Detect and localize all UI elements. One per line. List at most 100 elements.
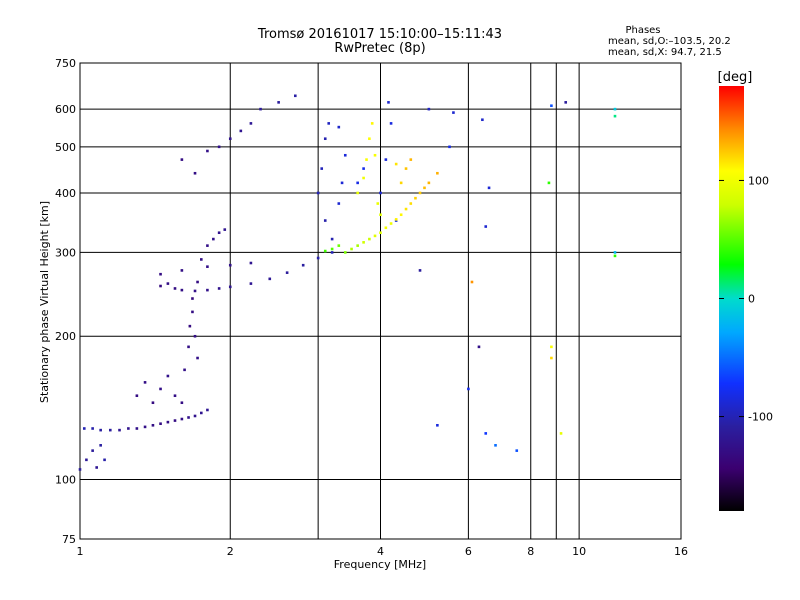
data-point	[173, 419, 177, 422]
data-point	[228, 137, 232, 141]
data-point	[91, 449, 94, 452]
data-point	[477, 345, 481, 349]
data-point	[368, 137, 371, 141]
data-point	[414, 196, 417, 200]
data-point	[384, 158, 388, 161]
data-point	[389, 222, 393, 225]
data-point	[330, 251, 334, 254]
stats-header: Phases	[625, 25, 660, 36]
data-point	[82, 427, 86, 430]
data-point	[85, 458, 88, 462]
data-point	[379, 231, 382, 235]
data-point	[183, 368, 186, 372]
data-point	[196, 280, 199, 284]
y-tick-labels: 75 100 200 300 400 500 600 750	[55, 57, 76, 546]
chart-title: Tromsø 20161017 15:10:00–15:11:43	[257, 27, 502, 42]
x-tick-label: 16	[674, 545, 688, 558]
data-point	[484, 432, 488, 435]
data-point	[206, 244, 209, 247]
data-point	[187, 345, 190, 349]
data-point	[91, 427, 94, 430]
data-point	[316, 256, 320, 260]
data-point	[427, 107, 431, 111]
chart-subtitle: RwPretec (8p)	[334, 41, 425, 56]
data-point	[337, 202, 341, 205]
data-point	[180, 269, 184, 272]
data-point	[436, 171, 439, 175]
data-point	[193, 289, 197, 293]
x-tick-labels: 1 2 4 6 8 10 16	[77, 545, 689, 558]
data-point	[547, 181, 551, 185]
data-point	[206, 408, 209, 412]
data-point	[418, 269, 422, 272]
x-tick-label: 6	[465, 545, 472, 558]
data-point	[180, 158, 184, 161]
data-point	[323, 137, 327, 141]
data-point	[193, 171, 197, 175]
data-point	[452, 111, 455, 114]
y-tick-label: 75	[62, 533, 76, 546]
data-point	[95, 466, 98, 469]
data-point	[193, 414, 197, 418]
data-point	[356, 191, 359, 195]
data-point	[173, 287, 177, 290]
data-point	[343, 153, 347, 157]
data-point	[350, 247, 353, 251]
data-point	[550, 104, 553, 108]
data-point	[217, 287, 221, 290]
data-point	[356, 244, 359, 247]
data-point	[135, 394, 139, 398]
data-point	[362, 167, 365, 170]
data-point	[228, 263, 232, 267]
y-tick-label: 200	[55, 330, 76, 343]
data-point	[559, 432, 563, 435]
data-point	[285, 271, 289, 274]
data-point	[373, 234, 377, 238]
data-point	[613, 107, 617, 111]
data-point	[180, 288, 184, 292]
data-point	[394, 162, 398, 166]
data-point	[487, 186, 491, 190]
plot-area: 1 2 4 6 8 10 16 75 100 200 300 400 500 600 750	[55, 57, 688, 558]
data-point	[159, 284, 162, 288]
data-point	[515, 449, 519, 452]
data-point	[550, 345, 553, 349]
data-points	[78, 94, 617, 471]
data-point	[373, 153, 377, 157]
data-point	[448, 145, 451, 149]
data-point	[78, 468, 82, 471]
data-point	[418, 191, 422, 195]
data-point	[294, 94, 297, 98]
x-tick-label: 8	[527, 545, 534, 558]
data-point	[387, 101, 390, 104]
data-point	[409, 158, 413, 161]
data-point	[423, 186, 426, 190]
x-tick-label: 10	[572, 545, 586, 558]
data-point	[259, 107, 262, 111]
colorbar-tick-label: 0	[748, 293, 755, 306]
data-point	[337, 125, 341, 129]
data-point	[239, 129, 243, 133]
data-point	[436, 423, 439, 427]
data-point	[613, 114, 617, 118]
data-point	[166, 374, 170, 378]
data-point	[187, 416, 190, 419]
data-point	[180, 401, 184, 405]
data-point	[613, 251, 617, 254]
data-point	[200, 411, 203, 415]
data-point	[151, 423, 155, 427]
colorbar-tick-label: -100	[748, 411, 773, 424]
data-point	[470, 280, 474, 284]
data-point	[356, 181, 359, 185]
data-point	[301, 263, 305, 267]
data-point	[143, 381, 147, 384]
data-point	[467, 387, 470, 391]
data-point	[249, 122, 253, 125]
data-point	[376, 202, 380, 205]
data-point	[365, 158, 368, 161]
data-point	[399, 181, 403, 185]
data-point	[340, 181, 344, 185]
y-tick-label: 400	[55, 187, 76, 200]
data-point	[379, 191, 382, 195]
data-point	[191, 310, 194, 314]
